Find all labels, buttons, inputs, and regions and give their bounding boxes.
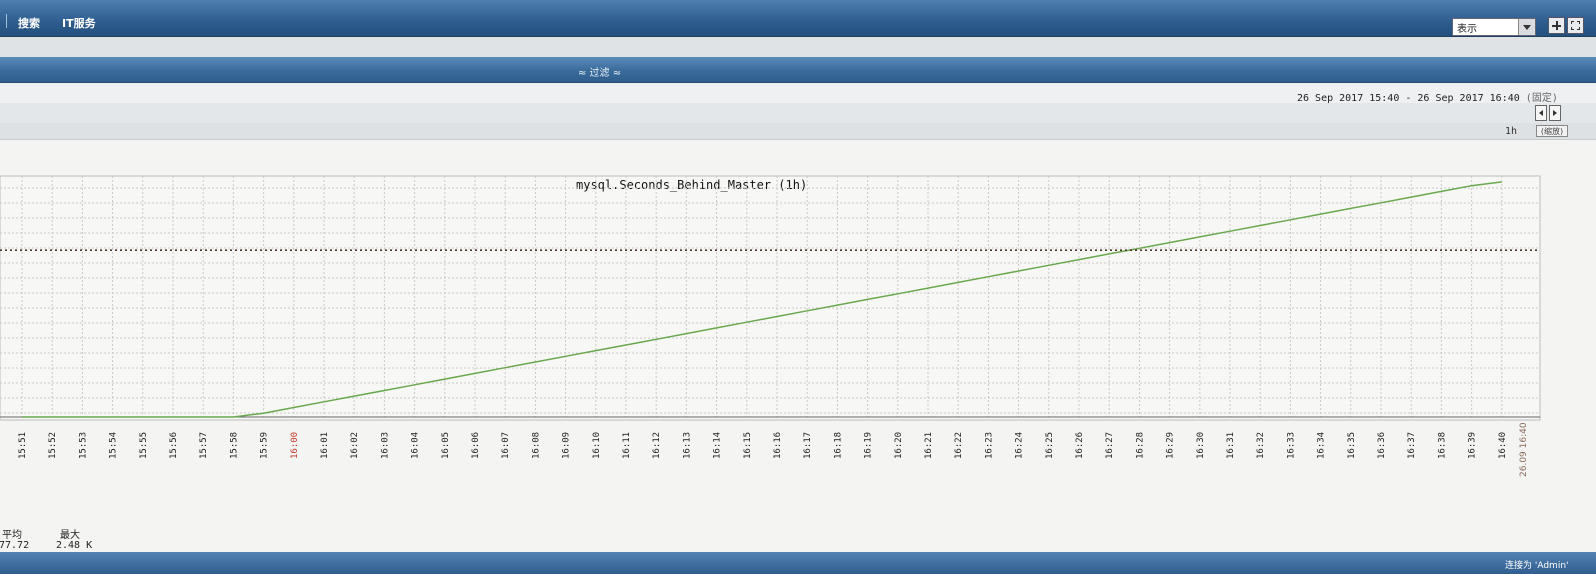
x-tick-label: 15:53 — [78, 432, 88, 459]
x-tick-label: 16:00 — [290, 432, 300, 459]
x-tick-label: 15:55 — [139, 432, 149, 459]
legend-max-value: 2.48 K — [56, 540, 93, 551]
search-menu-link[interactable]: 搜索 — [18, 17, 40, 30]
x-tick-label: 16:02 — [350, 432, 360, 459]
x-tick-label: 16:34 — [1317, 432, 1327, 459]
x-tick-label: 15:51 — [18, 432, 28, 459]
graph-title: mysql.Seconds_Behind_Master (1h) — [576, 178, 807, 192]
x-tick-label: 16:20 — [894, 432, 904, 459]
scroll-left-icon[interactable] — [1535, 105, 1547, 121]
x-tick-label: 16:26 — [1075, 432, 1085, 459]
x-tick-label: 16:19 — [864, 432, 874, 459]
x-tick-label: 16:32 — [1256, 432, 1266, 459]
view-select-value: 表示 — [1457, 24, 1477, 35]
graph-grid — [0, 176, 1540, 418]
x-tick-label: 16:33 — [1286, 432, 1296, 459]
x-tick-label: 16:09 — [562, 432, 572, 459]
x-axis-ticks: 15:51 15:52 15:53 15:54 15:55 15:56 15:57 15:58… — [18, 432, 1508, 459]
x-tick-label: 16:08 — [531, 432, 541, 459]
x-tick-label: 16:13 — [682, 432, 692, 459]
legend-max-header: 最大 — [60, 530, 80, 541]
menu-divider — [6, 14, 7, 28]
x-tick-label: 15:52 — [48, 432, 58, 459]
x-tick-label: 16:01 — [320, 432, 330, 459]
x-tick-label: 16:10 — [592, 432, 602, 459]
x-tick-label: 16:05 — [441, 432, 451, 459]
filter-bar[interactable]: ≈ 过滤 ≈ — [0, 57, 1596, 83]
graph-panel: mysql.Seconds_Behind_Master (1h) 15:51 15… — [0, 140, 1596, 552]
x-tick-label: 16:25 — [1045, 432, 1055, 459]
top-menu-bar: 搜索 IT服务 表示 — [0, 0, 1596, 37]
x-tick-label: 16:22 — [954, 432, 964, 459]
x-tick-label: 16:36 — [1377, 432, 1387, 459]
scroll-right-icon[interactable] — [1549, 105, 1561, 121]
x-tick-label: 15:59 — [260, 432, 270, 459]
x-tick-label: 16:12 — [652, 432, 662, 459]
view-select[interactable]: 表示 — [1452, 18, 1536, 36]
time-range-value: 26 Sep 2017 15:40 - 26 Sep 2017 16:40 — [1297, 93, 1520, 104]
x-tick-label: 16:40 — [1498, 432, 1508, 459]
x-tick-label: 16:23 — [984, 432, 994, 459]
x-tick-label: 15:57 — [199, 432, 209, 459]
period-row: 1h (缩放) — [0, 123, 1596, 140]
x-tick-label: 16:14 — [713, 432, 723, 459]
footer-bar: 连接为 'Admin' — [0, 552, 1596, 574]
time-fixed-toggle[interactable]: (固定) — [1525, 93, 1558, 104]
x-tick-label: 16:07 — [501, 432, 511, 459]
x-tick-label: 16:15 — [743, 432, 753, 459]
chevron-down-icon[interactable] — [1518, 19, 1535, 35]
connected-user-label: 连接为 'Admin' — [1505, 561, 1569, 571]
timeline-scrollbar[interactable] — [0, 103, 1596, 123]
x-tick-label: 16:24 — [1015, 432, 1025, 459]
fullscreen-icon[interactable] — [1567, 17, 1584, 34]
x-tick-label: 16:17 — [803, 432, 813, 459]
x-tick-label: 16:30 — [1196, 432, 1206, 459]
x-tick-label: 16:35 — [1347, 432, 1357, 459]
add-icon[interactable] — [1548, 17, 1565, 34]
x-tick-label: 16:16 — [773, 432, 783, 459]
x-tick-label: 16:11 — [622, 432, 632, 459]
graph-canvas: mysql.Seconds_Behind_Master (1h) 15:51 15… — [0, 175, 1541, 477]
zoom-out-button[interactable]: (缩放) — [1536, 125, 1568, 137]
x-tick-label: 16:29 — [1166, 432, 1176, 459]
x-tick-label: 16:06 — [471, 432, 481, 459]
x-tick-label: 16:04 — [411, 432, 421, 459]
x-tick-label: 15:56 — [169, 432, 179, 459]
period-label: 1h — [1505, 126, 1518, 137]
x-tick-label: 16:39 — [1468, 432, 1478, 459]
x-tick-label: 16:38 — [1437, 432, 1447, 459]
x-tick-label: 16:37 — [1407, 432, 1417, 459]
plot-frame — [0, 175, 1541, 421]
x-tick-label: 15:54 — [109, 432, 119, 459]
time-range-row: 26 Sep 2017 15:40 - 26 Sep 2017 16:40 (固… — [0, 83, 1596, 105]
x-tick-label: 15:58 — [229, 432, 239, 459]
time-range-text: 26 Sep 2017 15:40 - 26 Sep 2017 16:40 (固… — [1297, 89, 1558, 104]
it-services-menu-link[interactable]: IT服务 — [62, 17, 96, 30]
end-time-label: 26.09 16:40 — [1519, 422, 1529, 477]
x-tick-label: 16:18 — [833, 432, 843, 459]
x-tick-label: 16:21 — [924, 432, 934, 459]
legend-avg-value: 77.72 — [0, 540, 30, 551]
x-tick-label: 16:28 — [1135, 432, 1145, 459]
x-tick-label: 16:27 — [1105, 432, 1115, 459]
filter-toggle[interactable]: ≈ 过滤 ≈ — [578, 68, 622, 79]
sub-header-strip — [0, 37, 1596, 57]
series-line — [22, 181, 1502, 418]
legend-avg-header: 平均 — [2, 530, 22, 541]
x-tick-label: 16:31 — [1226, 432, 1236, 459]
x-tick-label: 16:03 — [380, 432, 390, 459]
